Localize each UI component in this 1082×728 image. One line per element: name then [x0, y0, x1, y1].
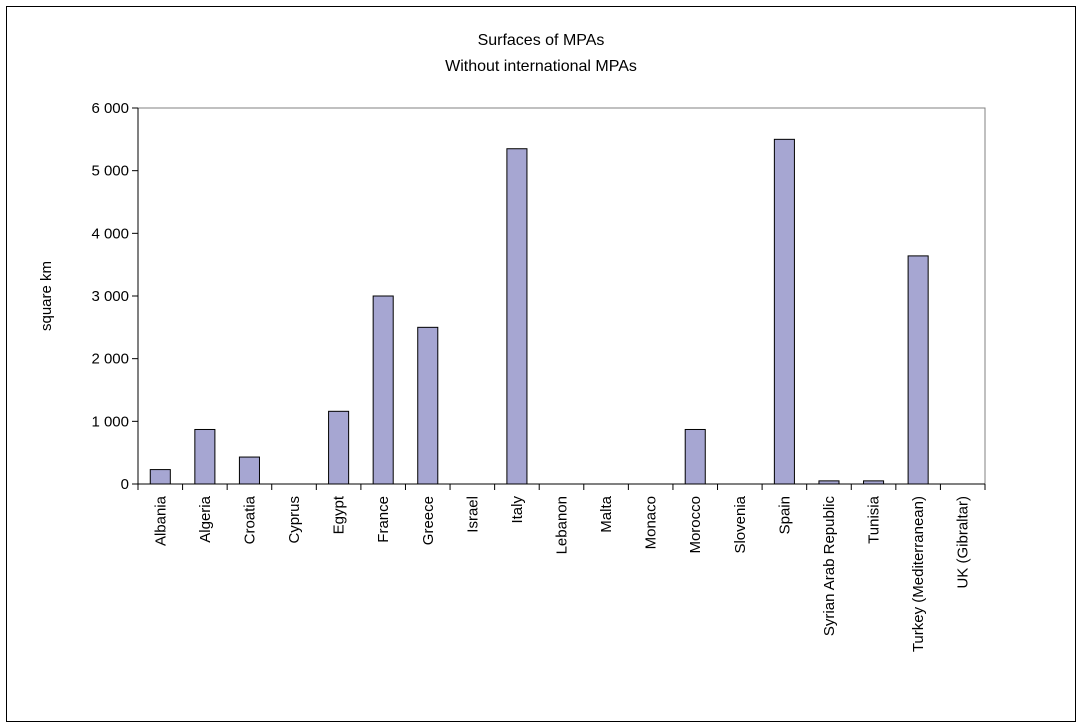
x-tick-label: Syrian Arab Republic	[821, 496, 838, 637]
bar	[194, 428, 216, 485]
bar	[684, 428, 706, 485]
x-tick-label: Slovenia	[732, 495, 749, 553]
bar	[372, 295, 394, 485]
x-tick-label: Greece	[420, 496, 437, 545]
y-tick-label: 2 000	[91, 351, 129, 368]
y-axis: 0 1 000 2 000 3 000 4 000 5 000 6 000	[91, 100, 139, 493]
bar	[149, 469, 171, 485]
plot-area	[137, 107, 986, 485]
y-tick-label: 4 000	[91, 225, 129, 242]
x-tick-label: Egypt	[331, 495, 348, 534]
y-tick-label: 6 000	[91, 100, 129, 117]
x-tick-label: Algeria	[197, 495, 214, 542]
x-tick-label: Albania	[152, 495, 169, 546]
bar	[417, 326, 439, 485]
x-tick-label: Malta	[598, 495, 615, 532]
x-tick-label: Turkey (Mediterranean)	[910, 496, 927, 652]
x-tick-label: Italy	[509, 496, 526, 524]
bar	[907, 255, 929, 485]
y-tick-label: 0	[121, 476, 129, 493]
x-tick-label: Monaco	[643, 496, 660, 549]
x-tick-label: Morocco	[687, 496, 704, 554]
x-tick-label: Cyprus	[286, 496, 303, 544]
bars	[149, 138, 929, 485]
x-axis: Albania Algeria Croatia Cyprus Egypt France Gr…	[137, 483, 986, 652]
bar	[238, 456, 260, 485]
chart-frame	[6, 6, 1076, 722]
y-axis-label: square km	[38, 261, 55, 331]
x-tick-label: Israel	[464, 496, 481, 533]
x-tick-label: France	[375, 496, 392, 543]
x-tick-label: Lebanon	[554, 496, 571, 554]
x-tick-label: UK (Gibraltar)	[955, 496, 972, 589]
x-tick-label: Spain	[776, 496, 793, 534]
chart-title: Surfaces of MPAs	[478, 32, 605, 49]
x-tick-label: Tunisia	[866, 495, 883, 543]
bar	[328, 410, 350, 485]
x-tick-label: Croatia	[241, 495, 258, 544]
plot-border	[137, 107, 986, 485]
chart-subtitle: Without international MPAs	[445, 58, 637, 75]
bar	[506, 148, 528, 485]
y-tick-label: 1 000	[91, 413, 129, 430]
y-tick-label: 3 000	[91, 288, 129, 305]
y-tick-label: 5 000	[91, 163, 129, 180]
bar	[773, 138, 795, 485]
